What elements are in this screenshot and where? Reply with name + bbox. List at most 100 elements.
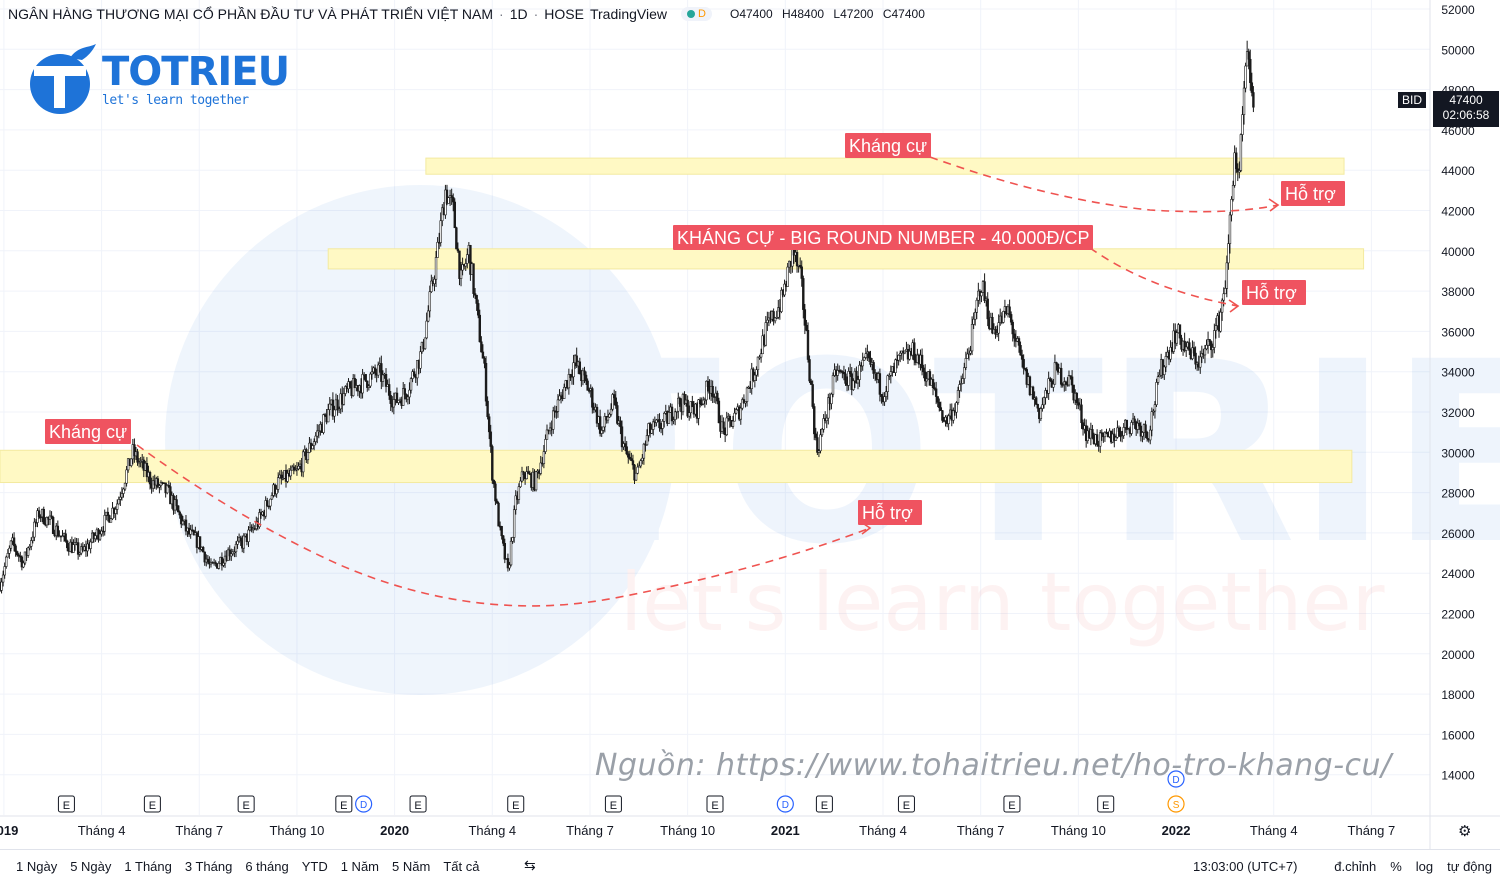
log-toggle[interactable]: log: [1415, 859, 1434, 874]
price-tick-label: 18000: [1441, 688, 1475, 702]
candle-body: [1183, 340, 1186, 351]
candle-body: [1091, 429, 1094, 438]
candle-body: [602, 426, 605, 431]
earnings-marker-label: E: [610, 800, 617, 812]
range-1m[interactable]: 1 Tháng: [124, 859, 172, 874]
candle-body: [1210, 341, 1213, 351]
candle-body: [995, 332, 999, 335]
settings-gear-icon[interactable]: ⚙: [1458, 823, 1472, 840]
range-1y[interactable]: 1 Năm: [340, 859, 380, 874]
annotation-label: Hỗ trợ: [858, 500, 922, 525]
candle-body: [880, 394, 883, 397]
annotation-label-bg: [45, 419, 131, 444]
candle-body: [798, 265, 802, 268]
source-caption: Nguồn: https://www.tohaitrieu.net/ho-tro…: [595, 748, 1392, 783]
candle-body: [280, 474, 283, 479]
candle-body: [583, 370, 586, 376]
earnings-marker: [335, 795, 353, 813]
candle-body: [497, 502, 500, 527]
range-ytd[interactable]: YTD: [301, 859, 328, 874]
candle-body: [1203, 348, 1207, 356]
candle-body: [575, 355, 578, 367]
candle-body: [1013, 333, 1016, 339]
candle-body: [306, 452, 310, 461]
candle-body: [894, 359, 897, 373]
candle-body: [889, 371, 893, 376]
candle-body: [820, 428, 824, 436]
candle-body: [1149, 429, 1152, 441]
candle-body: [384, 373, 388, 387]
candle-body: [361, 374, 364, 394]
candle-body: [312, 441, 316, 446]
symbol-title[interactable]: NGÂN HÀNG THƯƠNG MẠI CỔ PHẦN ĐẦU TƯ VÀ P…: [8, 6, 494, 22]
candle-body: [281, 478, 285, 480]
candle-body: [1070, 376, 1074, 386]
candle-body: [28, 546, 31, 549]
candle-body: [848, 371, 852, 374]
candle-body: [477, 303, 480, 316]
candle-body: [936, 396, 939, 403]
candle-body: [744, 401, 747, 404]
candle-body: [452, 197, 455, 203]
adjust-toggle[interactable]: đ.chỉnh: [1334, 859, 1377, 874]
high-value: 48400: [790, 7, 825, 21]
candle-body: [373, 367, 377, 374]
candle-body: [264, 500, 267, 517]
price-tick-label: 38000: [1441, 285, 1475, 299]
range-1d[interactable]: 1 Ngày: [16, 859, 58, 874]
compare-range-icon[interactable]: ⇆: [524, 857, 536, 873]
auto-toggle[interactable]: tự động: [1447, 859, 1492, 874]
clock[interactable]: 13:03:00 (UTC+7): [1193, 859, 1298, 874]
candle-body: [542, 451, 546, 464]
candle-body: [1099, 432, 1102, 447]
candle-body: [966, 353, 969, 359]
candle-body: [670, 406, 674, 422]
candle-body: [109, 518, 113, 523]
interval[interactable]: 1D: [509, 6, 528, 22]
candle-body: [466, 254, 469, 264]
range-5d[interactable]: 5 Ngày: [70, 859, 112, 874]
candle-body: [242, 535, 246, 549]
separator: ·: [533, 6, 539, 22]
candle-body: [1188, 342, 1191, 351]
candle-body: [494, 483, 497, 502]
candle-body: [478, 314, 481, 343]
range-6m[interactable]: 6 tháng: [245, 859, 289, 874]
range-3m[interactable]: 3 Tháng: [184, 859, 233, 874]
candle-body: [1152, 410, 1155, 413]
close-label: C: [882, 7, 892, 21]
candle-body: [292, 466, 296, 471]
time-tick-label: 2021: [771, 823, 800, 838]
candle-body: [897, 354, 900, 361]
candle-body: [641, 457, 644, 461]
candle-body: [1041, 404, 1044, 409]
candle-body: [598, 416, 602, 434]
candle-body: [491, 446, 494, 481]
candle-body: [1222, 293, 1225, 301]
market-status-badge[interactable]: D: [681, 7, 712, 21]
candle-body: [26, 547, 30, 556]
candle-body: [50, 515, 53, 518]
ohlc-values: O47400 H48400 L47200 C47400: [730, 7, 931, 21]
annotation-label-text: Kháng cự: [849, 136, 927, 156]
percent-toggle[interactable]: %: [1390, 859, 1402, 874]
annotation-labels: Kháng cự Hỗ trợ KHÁNG CỰ - BIG ROUND NUMBE…: [45, 133, 1345, 525]
candle-body: [133, 444, 136, 457]
range-5y[interactable]: 5 Năm: [392, 859, 431, 874]
candle-body: [702, 399, 705, 405]
candle-body: [772, 311, 775, 322]
candle-body: [752, 368, 755, 381]
candle-body: [783, 283, 786, 296]
candle-body: [369, 373, 372, 387]
range-all[interactable]: Tất cả: [443, 859, 480, 874]
candle-body: [381, 374, 385, 382]
candle-body: [1244, 65, 1247, 89]
dividend-marker: [355, 795, 373, 813]
candle-body: [1122, 427, 1125, 436]
candle-body: [716, 392, 719, 402]
candle-body: [1117, 427, 1121, 432]
candle-body: [456, 248, 460, 252]
candle-body: [519, 480, 522, 488]
candle-body: [1206, 339, 1210, 346]
